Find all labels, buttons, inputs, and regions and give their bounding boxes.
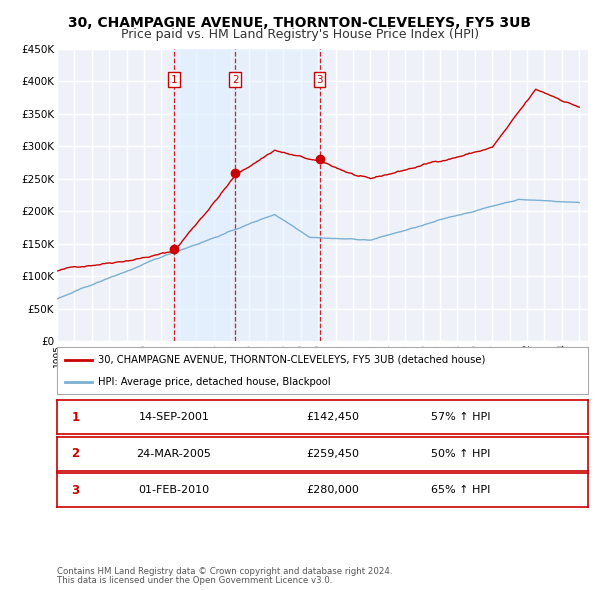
Bar: [235, 49, 320, 341]
Text: 65% ↑ HPI: 65% ↑ HPI: [431, 486, 490, 495]
Text: 30, CHAMPAGNE AVENUE, THORNTON-CLEVELEYS, FY5 3UB: 30, CHAMPAGNE AVENUE, THORNTON-CLEVELEYS…: [68, 16, 532, 30]
Text: 3: 3: [71, 484, 80, 497]
Text: Price paid vs. HM Land Registry's House Price Index (HPI): Price paid vs. HM Land Registry's House …: [121, 28, 479, 41]
Text: 30, CHAMPAGNE AVENUE, THORNTON-CLEVELEYS, FY5 3UB (detached house): 30, CHAMPAGNE AVENUE, THORNTON-CLEVELEYS…: [98, 355, 486, 365]
Text: Contains HM Land Registry data © Crown copyright and database right 2024.: Contains HM Land Registry data © Crown c…: [57, 568, 392, 576]
Text: 1: 1: [170, 75, 177, 84]
Text: 01-FEB-2010: 01-FEB-2010: [138, 486, 209, 495]
Text: £142,450: £142,450: [307, 412, 359, 422]
Bar: [174, 49, 235, 341]
Text: 14-SEP-2001: 14-SEP-2001: [139, 412, 209, 422]
Text: 50% ↑ HPI: 50% ↑ HPI: [431, 449, 490, 458]
Text: 3: 3: [316, 75, 323, 84]
Text: 57% ↑ HPI: 57% ↑ HPI: [431, 412, 490, 422]
Text: 24-MAR-2005: 24-MAR-2005: [136, 449, 211, 458]
Text: 1: 1: [71, 411, 80, 424]
Text: HPI: Average price, detached house, Blackpool: HPI: Average price, detached house, Blac…: [98, 378, 331, 387]
Text: £280,000: £280,000: [307, 486, 359, 495]
Text: 2: 2: [71, 447, 80, 460]
Text: £259,450: £259,450: [307, 449, 359, 458]
Text: This data is licensed under the Open Government Licence v3.0.: This data is licensed under the Open Gov…: [57, 576, 332, 585]
Text: 2: 2: [232, 75, 238, 84]
